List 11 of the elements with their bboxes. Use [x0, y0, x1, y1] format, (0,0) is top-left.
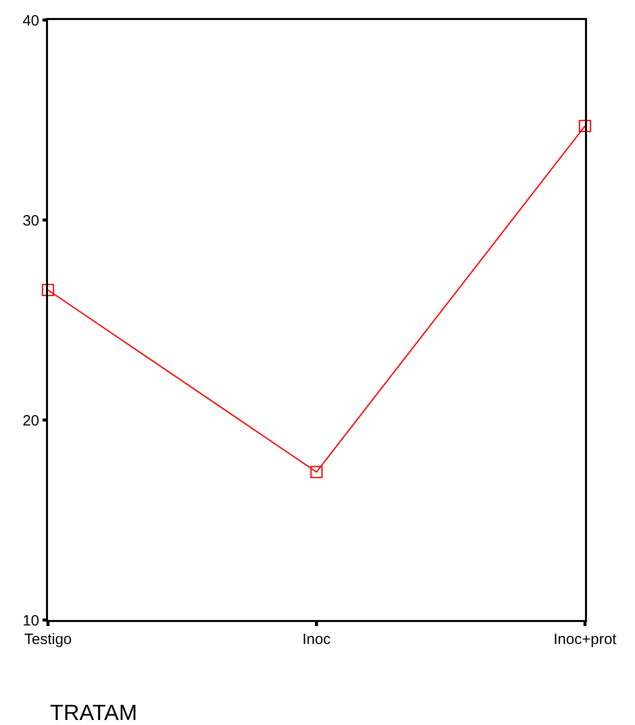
- x-tick-label: Inoc+prot: [554, 630, 618, 648]
- x-axis-title: TRATAM: [50, 700, 138, 725]
- point: [310, 466, 323, 478]
- y-tick-label: 40: [22, 12, 40, 30]
- x-tick-label: Inoc: [302, 630, 332, 648]
- point: [42, 284, 54, 296]
- point: [578, 120, 592, 132]
- x-tick-label: Testigo: [24, 630, 72, 648]
- y-tick-label: 10: [22, 612, 40, 630]
- y-tick-label: 30: [22, 212, 40, 230]
- y-tick-label: 20: [22, 412, 40, 430]
